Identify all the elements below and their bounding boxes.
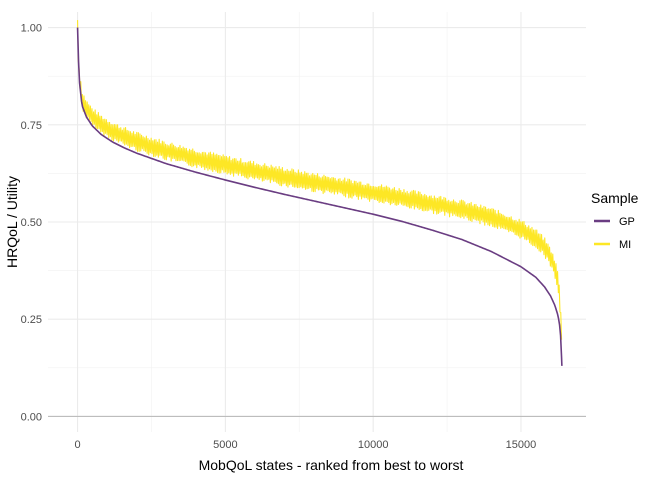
legend-label-gp: GP	[619, 216, 635, 228]
series-layer	[48, 20, 586, 417]
legend-title: Sample	[591, 190, 639, 206]
y-tick-label: 1.00	[21, 23, 42, 35]
y-tick-label: 0.25	[21, 314, 42, 326]
x-axis-title: MobQoL states - ranked from best to wors…	[199, 457, 464, 473]
series-line-mi	[77, 20, 563, 340]
series-line-gp	[76, 27, 563, 366]
y-tick-labels: 0.00 0.25 0.50 0.75 1.00	[21, 23, 42, 424]
x-tick-label: 0	[74, 439, 80, 451]
x-tick-label: 5000	[213, 439, 237, 451]
legend: Sample GP MI	[591, 190, 639, 251]
y-tick-label: 0.75	[21, 120, 42, 132]
y-tick-label: 0.00	[21, 411, 42, 423]
legend-label-mi: MI	[619, 239, 631, 251]
x-tick-labels: 0 5000 10000 15000	[74, 439, 536, 451]
x-tick-label: 15000	[506, 439, 537, 451]
y-axis-title: HRQoL / Utility	[4, 176, 20, 268]
y-tick-label: 0.50	[21, 217, 42, 229]
x-tick-label: 10000	[358, 439, 389, 451]
